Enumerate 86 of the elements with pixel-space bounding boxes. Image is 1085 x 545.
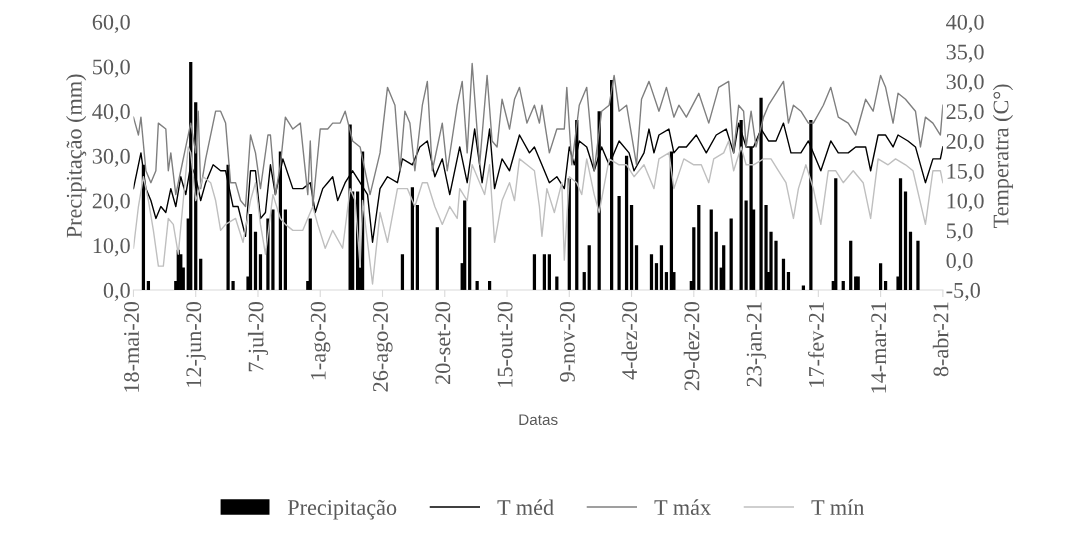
bar	[697, 205, 701, 290]
bar	[146, 281, 151, 290]
y-tick-label: 10,0	[93, 238, 130, 257]
x-axis-title: Datas	[519, 414, 558, 426]
y-tick-label: 40,0	[92, 104, 130, 123]
bar	[463, 200, 467, 290]
x-tick-label: 4-dez-20	[621, 301, 638, 380]
bar	[664, 272, 669, 290]
y-axis-title: Precipitação (mm)	[66, 74, 87, 238]
bar	[729, 218, 733, 290]
y-tick-label: 30,0	[92, 148, 130, 167]
bar	[248, 213, 253, 290]
line-series	[133, 62, 943, 208]
bar	[908, 231, 913, 290]
y2-tick-label: 30,0	[946, 74, 984, 93]
bar	[692, 227, 696, 290]
y2-axis-title: Temperatra (C°)	[992, 84, 1014, 228]
bar	[849, 240, 853, 290]
bar	[841, 281, 845, 290]
y-tick-label: 20,0	[92, 193, 130, 212]
bar	[400, 254, 405, 290]
y2-tick-label: 35,0	[946, 44, 984, 63]
bar	[582, 272, 586, 290]
y2-tick-label: 20,0	[946, 133, 984, 153]
x-tick-label: 23-jan-21	[746, 302, 767, 387]
legend-label: Precipitação	[287, 499, 397, 520]
y-tick-label: 0,0	[103, 282, 130, 302]
bar	[283, 209, 287, 290]
bar	[834, 178, 838, 290]
bar	[801, 285, 806, 290]
legend-label: T méd	[497, 499, 554, 516]
bar	[629, 205, 634, 290]
y2-tick-label: 40,0	[946, 14, 984, 33]
x-tick-label: 7-jul-20	[247, 301, 269, 372]
bar	[898, 178, 903, 290]
y2-tick-label: 0,0	[946, 253, 973, 272]
bar	[654, 263, 659, 290]
x-tick-label: 1-ago-20	[310, 301, 331, 380]
x-tick-label: 29-dez-20	[683, 301, 700, 391]
x-tick-label: 18-mai-20	[124, 301, 140, 392]
x-tick-label: 14-mar-21	[871, 302, 887, 393]
bar	[722, 245, 726, 290]
bar	[415, 205, 419, 290]
bar	[435, 227, 439, 290]
bar	[258, 254, 263, 290]
x-tick-label: 9-nov-20	[559, 301, 575, 382]
bar	[253, 231, 258, 290]
y2-tick-label: 25,0	[946, 104, 984, 123]
legend-label: T máx	[654, 499, 711, 516]
bar	[709, 209, 713, 290]
line-series	[133, 140, 943, 285]
bar	[179, 254, 183, 290]
bar	[308, 218, 312, 290]
bar	[547, 254, 551, 290]
x-tick-label: 20-set-20	[435, 301, 451, 385]
legend-label: T mín	[811, 499, 865, 515]
x-tick-label: 26-ago-20	[373, 301, 393, 392]
bar	[587, 245, 591, 290]
y2-tick-label: 10,0	[947, 193, 984, 212]
x-tick-label: 17-fev-21	[808, 302, 824, 387]
bar	[634, 245, 639, 290]
y-tick-label: 60,0	[92, 14, 130, 33]
bar	[786, 272, 791, 290]
x-tick-label: 12-jun-20	[186, 301, 206, 387]
bar	[532, 254, 537, 290]
y2-tick-label: 5,0	[946, 223, 973, 242]
bar	[475, 281, 479, 290]
bar	[916, 240, 920, 290]
bar	[903, 191, 908, 290]
x-tick-label: 15-out-20	[497, 301, 513, 387]
bar	[468, 227, 472, 290]
bar	[649, 254, 654, 290]
bar	[878, 263, 883, 290]
bar	[542, 254, 547, 290]
bar	[883, 281, 888, 290]
y-tick-label: 50,0	[93, 59, 130, 78]
bar	[659, 245, 664, 290]
bar	[555, 276, 559, 290]
bar	[487, 281, 492, 290]
y2-tick-label: -5,0	[946, 282, 980, 302]
bar	[714, 231, 718, 290]
bar	[617, 196, 621, 290]
bar	[781, 258, 786, 290]
bar	[199, 258, 203, 290]
x-tick-label: 8-abr-21	[932, 302, 949, 377]
y2-tick-label: 15,0	[947, 163, 984, 182]
